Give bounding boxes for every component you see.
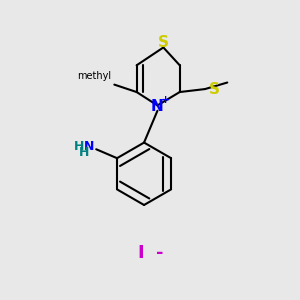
Text: N: N bbox=[151, 99, 164, 114]
Text: H: H bbox=[79, 146, 90, 159]
Text: N: N bbox=[84, 140, 95, 153]
Text: S: S bbox=[209, 82, 220, 97]
Text: S: S bbox=[158, 34, 169, 50]
Text: methyl: methyl bbox=[77, 71, 111, 81]
Text: -: - bbox=[156, 244, 164, 262]
Text: I: I bbox=[137, 244, 144, 262]
Text: +: + bbox=[161, 95, 170, 105]
Text: H: H bbox=[74, 140, 84, 153]
